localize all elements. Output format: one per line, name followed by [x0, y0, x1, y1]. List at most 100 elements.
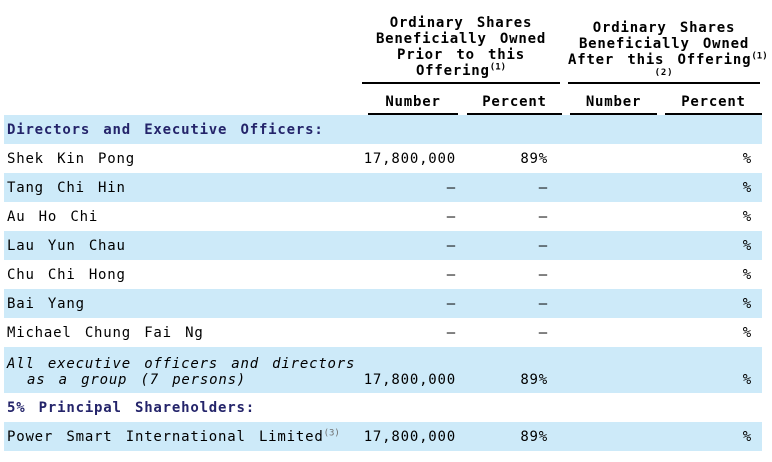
holder-name-line2: as a group (7 persons) — [27, 372, 247, 388]
holder-name-line: Power Smart International Limited(3) — [7, 427, 362, 445]
holder-name-line: Michael Chung Fai Ng — [7, 325, 362, 341]
cell-percent-after: % — [742, 266, 752, 283]
cell-percent-after: % — [742, 428, 752, 445]
name-column-header-spacer — [4, 84, 362, 115]
ownership-table: Ordinary Shares Beneficially Owned Prior… — [4, 0, 768, 451]
cell-percent-prior: — — [538, 295, 548, 312]
group-header-prior-offering: Ordinary Shares Beneficially Owned Prior… — [362, 0, 562, 84]
cell-holder-name: Bai Yang — [4, 289, 362, 318]
group1-title-line: Ordinary Shares — [389, 15, 533, 31]
section-heading-row: 5% Principal Shareholders: — [4, 393, 762, 422]
table-row: Shek Kin Pong 17,800,000 89% % — [4, 144, 762, 173]
section-heading: Directors and Executive Officers: — [7, 121, 324, 138]
holder-name: Power Smart International Limited — [7, 428, 324, 445]
cell-number-after — [562, 144, 658, 173]
table-row: Michael Chung Fai Ng — — % — [4, 318, 762, 347]
group2-title-line: Ordinary Shares — [592, 20, 736, 36]
cell-percent-prior: — — [538, 237, 548, 254]
cell-number-prior: 17,800,000 — [363, 428, 456, 445]
cell-holder-name: Tang Chi Hin — [4, 173, 362, 202]
holder-name: Bai Yang — [7, 295, 85, 312]
column-header-percent-after: Percent — [658, 84, 762, 115]
table-row: Tang Chi Hin — — % — [4, 173, 762, 202]
holder-name-line: Lau Yun Chau — [7, 238, 362, 254]
cell-percent-after: % — [742, 179, 752, 196]
cell-percent-prior: 89% — [520, 428, 548, 445]
cell-holder-name: Lau Yun Chau — [4, 231, 362, 260]
cell-number-prior: 17,800,000 — [363, 372, 456, 388]
table-row: All executive officers and directors as … — [4, 347, 762, 393]
holder-name: Au Ho Chi — [7, 208, 99, 225]
table-row: Chu Chi Hong — — % — [4, 260, 762, 289]
cell-holder-name: Chu Chi Hong — [4, 260, 362, 289]
cell-number-after — [562, 318, 658, 347]
cell-percent-prior: — — [538, 179, 548, 196]
footnote-ref-2: (2) — [654, 68, 674, 78]
cell-percent-after: % — [742, 295, 752, 312]
cell-number-prior: 17,800,000 — [363, 150, 456, 167]
holder-name-line: Chu Chi Hong — [7, 267, 362, 283]
table-row: Lau Yun Chau — — % — [4, 231, 762, 260]
footnote-ref-1: (1) — [751, 51, 768, 62]
holder-name: Chu Chi Hong — [7, 266, 126, 283]
footnote-ref-1: (1) — [489, 62, 507, 73]
section-heading: 5% Principal Shareholders: — [7, 399, 255, 416]
section-heading-cell: 5% Principal Shareholders: — [4, 393, 762, 422]
section-heading-cell: Directors and Executive Officers: — [4, 115, 762, 144]
group1-title-line: Beneficially Owned — [375, 31, 547, 47]
group2-title-line: Beneficially Owned — [578, 36, 750, 52]
section-heading-row: Directors and Executive Officers: — [4, 115, 762, 144]
cell-number-prior: — — [446, 324, 456, 341]
cell-percent-after: % — [742, 372, 752, 388]
holder-name-line: Bai Yang — [7, 296, 362, 312]
table-header: Ordinary Shares Beneficially Owned Prior… — [4, 0, 768, 115]
group2-title-line: After this Offering(1) — [568, 52, 768, 68]
holder-name: Michael Chung Fai Ng — [7, 324, 204, 341]
cell-percent-after: % — [742, 237, 752, 254]
cell-percent-after: % — [742, 150, 752, 167]
column-header-row: Number Percent Number Percent — [4, 84, 762, 115]
group-header-row: Ordinary Shares Beneficially Owned Prior… — [4, 0, 768, 84]
table-body: Directors and Executive Officers: Shek K… — [4, 115, 762, 451]
group1-title-line: Prior to this — [397, 47, 525, 63]
column-header-number-after: Number — [562, 84, 658, 115]
group1-title-text: Offering — [415, 63, 490, 79]
holder-name: Tang Chi Hin — [7, 179, 126, 196]
cell-percent-prior: 89% — [520, 150, 548, 167]
holder-name-line: Au Ho Chi — [7, 209, 362, 225]
cell-number-prior: — — [446, 295, 456, 312]
column-header-percent-prior: Percent — [458, 84, 562, 115]
cell-holder-name: Au Ho Chi — [4, 202, 362, 231]
table-row: Power Smart International Limited(3) 17,… — [4, 422, 762, 451]
holder-name-line: Tang Chi Hin — [7, 180, 362, 196]
cell-holder-name: Michael Chung Fai Ng — [4, 318, 362, 347]
cell-holder-name: All executive officers and directors as … — [4, 347, 362, 393]
cell-number-prior: — — [446, 237, 456, 254]
holder-name-line: Shek Kin Pong — [7, 151, 362, 167]
holder-name-line: All executive officers and directors — [7, 356, 362, 372]
cell-number-after — [562, 289, 658, 318]
cell-number-after — [562, 202, 658, 231]
cell-number-after — [562, 260, 658, 289]
cell-holder-name: Shek Kin Pong — [4, 144, 362, 173]
cell-holder-name: Power Smart International Limited(3) — [4, 422, 362, 451]
group2-title-text: After this Offering — [568, 52, 752, 68]
holder-name: Lau Yun Chau — [7, 237, 126, 254]
cell-number-after — [562, 231, 658, 260]
cell-number-prior: — — [446, 208, 456, 225]
group-header-after-offering: Ordinary Shares Beneficially Owned After… — [562, 0, 768, 84]
cell-number-after — [562, 422, 658, 451]
cell-percent-prior: — — [538, 208, 548, 225]
footnote-ref-3: (3) — [323, 427, 340, 438]
name-column-header-spacer — [4, 0, 362, 84]
cell-percent-after: % — [742, 324, 752, 341]
cell-number-prior: — — [446, 179, 456, 196]
holder-name: All executive officers and directors — [7, 356, 356, 372]
cell-number-after — [562, 347, 658, 393]
cell-percent-prior: 89% — [520, 372, 548, 388]
cell-number-after — [562, 173, 658, 202]
table-row: Au Ho Chi — — % — [4, 202, 762, 231]
cell-percent-after: % — [742, 208, 752, 225]
cell-percent-prior: — — [538, 266, 548, 283]
